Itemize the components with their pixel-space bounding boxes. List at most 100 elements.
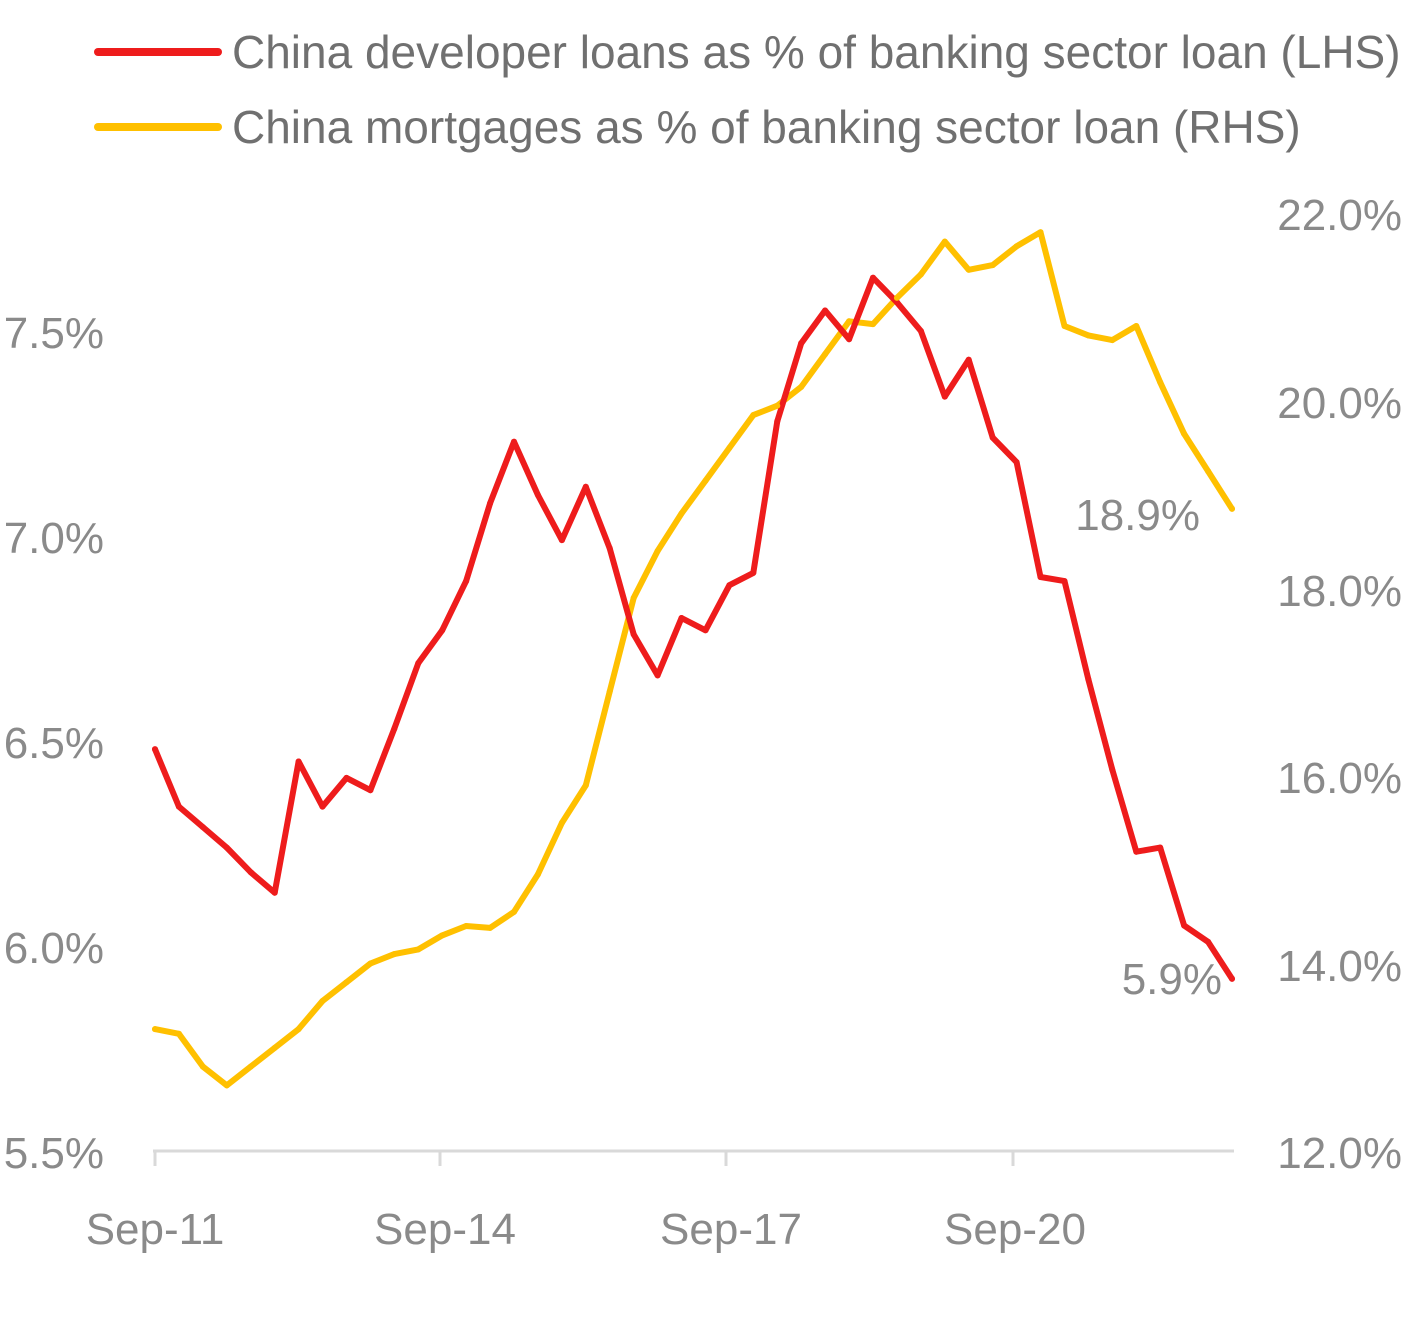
data-point-mortgages [941,238,948,245]
legend-label-mortgages: China mortgages as % of banking sector l… [232,101,1301,153]
data-point-developer-loans [487,500,494,507]
data-point-developer-loans [774,418,781,425]
data-point-mortgages [989,262,996,269]
data-point-developer-loans [654,672,661,679]
data-point-developer-loans [319,803,326,810]
data-point-mortgages [846,318,853,325]
data-point-developer-loans [343,774,350,781]
left-tick-label: 6.5% [4,719,104,768]
data-point-developer-loans [247,869,254,876]
data-point-mortgages [965,266,972,273]
data-point-mortgages [223,1082,230,1089]
data-point-mortgages [1205,468,1212,475]
data-point-developer-loans [606,545,613,552]
data-point-mortgages [1013,243,1020,250]
right-tick-label: 16.0% [1277,754,1402,803]
data-point-developer-loans [271,889,278,896]
data-point-developer-loans [678,615,685,621]
legend-item-mortgages: China mortgages as % of banking sector l… [94,101,1301,153]
data-point-developer-loans [534,492,541,498]
data-point-mortgages [1085,332,1092,339]
data-point-mortgages [511,908,517,915]
right-tick-label: 18.0% [1277,567,1402,616]
data-point-mortgages [271,1044,278,1051]
end-label-mortgages: 18.9% [1075,491,1200,540]
data-point-developer-loans [822,307,829,314]
legend-label-developer-loans: China developer loans as % of banking se… [232,26,1401,78]
data-point-developer-loans [295,758,302,765]
left-tick-label: 5.5% [4,1129,104,1178]
end-label-developer-loans: 5.9% [1122,955,1222,1004]
data-point-developer-loans [1229,975,1235,982]
data-point-mortgages [558,819,565,826]
data-point-developer-loans [630,631,637,638]
data-point-developer-loans [1205,938,1212,945]
data-point-developer-loans [199,824,206,831]
data-point-developer-loans [989,434,996,441]
right-tick-label: 14.0% [1277,942,1402,991]
data-point-mortgages [1109,337,1116,344]
data-point-developer-loans [702,627,709,634]
data-point-mortgages [726,444,733,451]
data-point-mortgages [415,946,422,953]
x-tick-label: Sep-11 [86,1205,225,1254]
data-point-mortgages [1061,323,1068,329]
data-point-mortgages [678,510,685,517]
data-point-mortgages [534,871,541,878]
data-point-developer-loans [391,725,398,732]
x-axis: Sep-11 Sep-14 Sep-17 Sep-20 [86,1149,1234,1254]
data-point-mortgages [391,951,398,958]
data-point-mortgages [1133,323,1140,329]
legend-item-developer-loans: China developer loans as % of banking se… [94,26,1401,78]
data-point-developer-loans [558,537,565,544]
data-point-developer-loans [893,299,900,306]
data-point-developer-loans [367,787,374,794]
data-point-developer-loans [415,660,422,667]
data-point-developer-loans [1133,848,1140,855]
data-point-mortgages [822,351,829,358]
data-point-developer-loans [750,569,757,576]
data-point-mortgages [582,782,589,789]
data-point-developer-loans [941,393,948,400]
right-tick-label: 20.0% [1277,379,1402,428]
data-point-developer-loans [846,336,853,343]
data-point-mortgages [1181,430,1188,437]
plot-area [152,229,1235,1089]
data-point-mortgages [774,402,781,409]
data-point-developer-loans [870,274,876,281]
data-point-developer-loans [965,356,972,363]
data-point-developer-loans [175,803,182,810]
left-tick-label: 6.0% [4,924,104,973]
data-point-mortgages [1157,379,1164,386]
right-tick-label: 22.0% [1277,191,1402,240]
right-axis: 12.0% 14.0% 16.0% 18.0% 20.0% 22.0% [1277,191,1402,1178]
data-point-mortgages [917,271,924,278]
right-tick-label: 12.0% [1277,1129,1402,1178]
data-point-mortgages [319,998,326,1004]
data-point-mortgages [152,1026,158,1033]
data-point-developer-loans [463,578,470,585]
data-point-developer-loans [1013,459,1020,466]
data-point-mortgages [702,477,709,484]
data-point-developer-loans [223,844,230,851]
data-point-developer-loans [1157,844,1164,851]
data-point-developer-loans [1109,766,1116,773]
data-point-mortgages [893,294,900,301]
data-point-developer-loans [1181,922,1188,929]
data-point-mortgages [247,1063,254,1070]
data-point-mortgages [343,979,350,986]
left-tick-label: 7.5% [4,309,104,358]
legend: China developer loans as % of banking se… [94,26,1401,153]
data-point-developer-loans [1085,676,1092,683]
data-point-mortgages [1229,505,1235,512]
data-point-mortgages [487,924,494,931]
data-point-mortgages [439,932,446,939]
left-axis: 5.5% 6.0% 6.5% 7.0% 7.5% [4,309,104,1178]
data-point-mortgages [175,1030,182,1037]
data-point-mortgages [199,1063,206,1070]
data-point-mortgages [367,960,374,967]
data-point-mortgages [606,688,613,695]
data-point-developer-loans [152,746,158,753]
data-point-mortgages [630,594,637,601]
